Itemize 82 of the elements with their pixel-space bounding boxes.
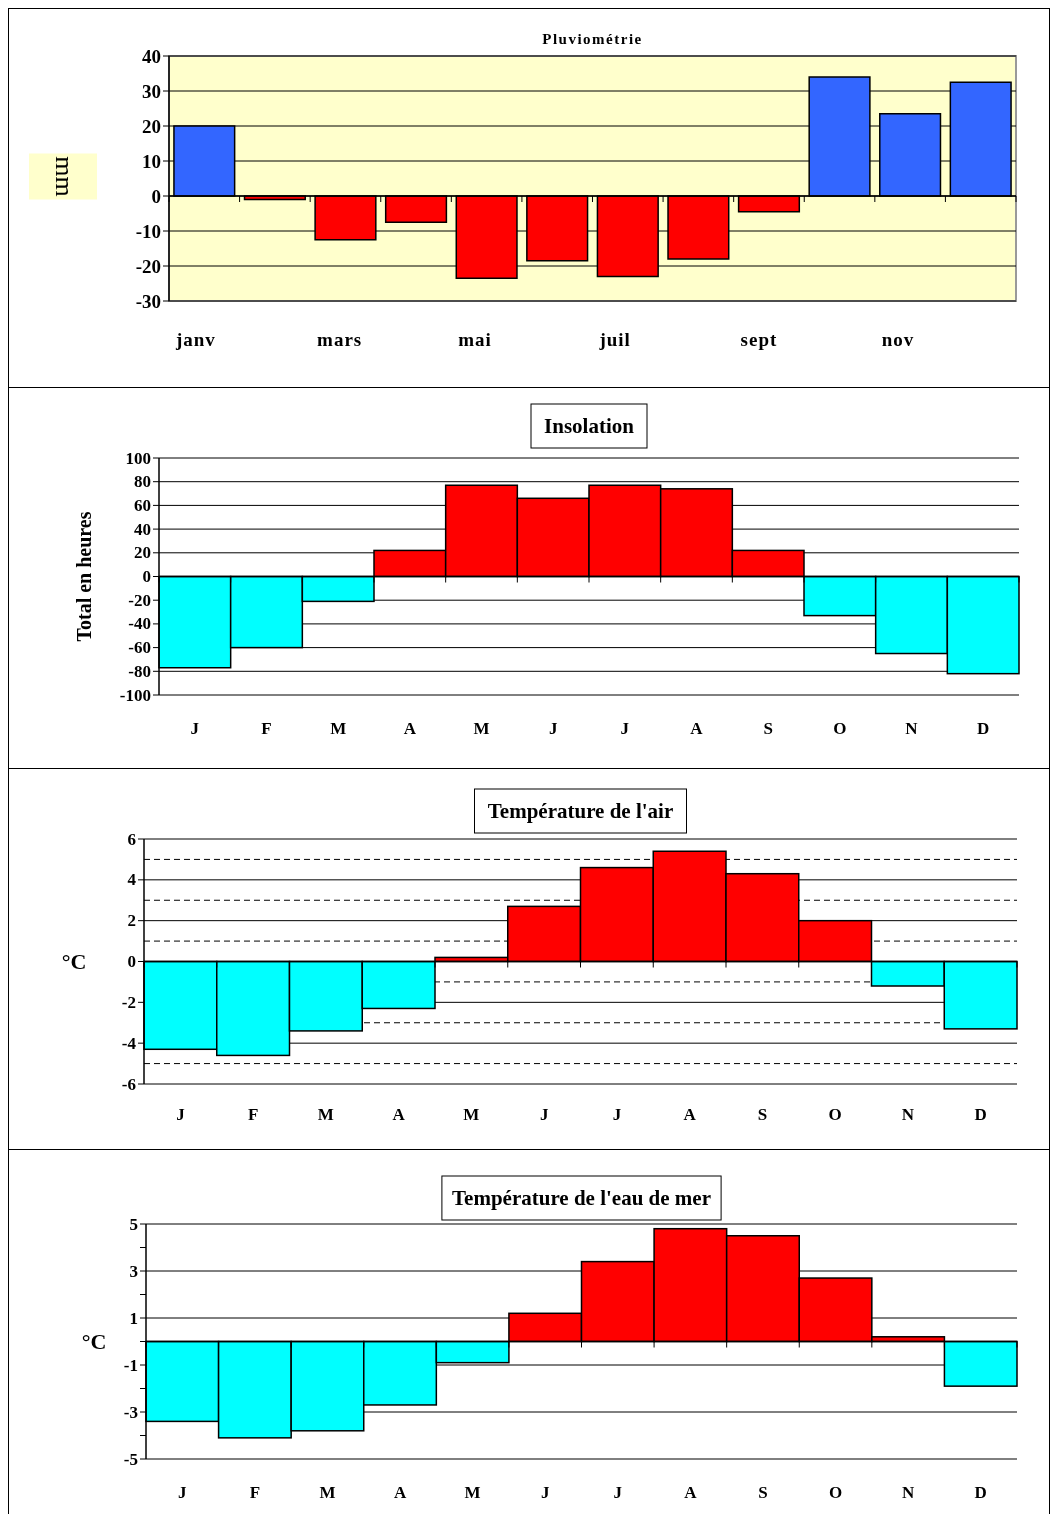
y-axis-title: °C [81, 1329, 107, 1354]
x-tick-label: A [683, 1104, 697, 1124]
x-tick-label: M [330, 718, 347, 738]
y-tick-label: 30 [142, 80, 161, 102]
y-tick-label: -30 [135, 290, 161, 312]
x-tick-label: A [393, 1482, 407, 1502]
y-tick-label: 6 [127, 829, 136, 849]
y-tick-label: 20 [134, 543, 151, 563]
x-tick-label: M [317, 1104, 334, 1124]
x-tick-label: F [261, 718, 272, 738]
x-tick-label: J [612, 1104, 622, 1124]
x-tick-label: J [176, 1104, 186, 1124]
x-tick-label: D [974, 1482, 987, 1502]
chart-title: Température de l'eau de mer [452, 1186, 711, 1210]
y-tick-label: -20 [128, 590, 151, 610]
x-tick-label: mars [317, 328, 363, 350]
y-tick-label: 80 [134, 472, 151, 492]
x-tick-label: M [464, 1482, 481, 1502]
y-tick-label: 40 [142, 45, 161, 67]
y-tick-label: -80 [128, 661, 151, 681]
y-tick-label: 0 [151, 185, 161, 207]
x-tick-label: A [392, 1104, 406, 1124]
x-tick-label: O [833, 718, 847, 738]
x-tick-label: J [540, 1482, 550, 1502]
chart-title: Pluviométrie [542, 31, 643, 47]
x-tick-label: mai [458, 328, 492, 350]
x-tick-label: J [613, 1482, 623, 1502]
x-tick-label: F [247, 1104, 259, 1124]
y-tick-label: -1 [123, 1355, 138, 1375]
x-tick-label: N [901, 1482, 915, 1502]
y-tick-label: 60 [134, 495, 151, 515]
x-tick-label: juil [598, 328, 631, 350]
y-tick-label: 4 [127, 870, 137, 890]
x-tick-label: O [828, 1104, 842, 1124]
y-tick-label: -6 [121, 1074, 136, 1094]
chart-title: Insolation [544, 414, 635, 438]
x-tick-label: J [548, 718, 558, 738]
chart-title: Température de l'air [487, 799, 674, 823]
x-tick-label: J [178, 1482, 188, 1502]
x-tick-label: J [539, 1104, 549, 1124]
x-tick-label: M [473, 718, 490, 738]
x-tick-label: N [901, 1104, 915, 1124]
x-tick-label: A [690, 718, 704, 738]
y-tick-label: 20 [142, 115, 161, 137]
x-tick-label: D [974, 1104, 987, 1124]
y-axis-title: °C [61, 949, 87, 974]
y-axis-title: mm [49, 156, 79, 197]
x-tick-label: O [828, 1482, 843, 1502]
y-tick-label: -10 [135, 220, 161, 242]
y-tick-label: 10 [142, 150, 161, 172]
x-tick-label: F [249, 1482, 261, 1502]
y-tick-label: 0 [127, 952, 136, 971]
x-tick-label: sept [740, 328, 778, 350]
y-axis-title: Total en heures [73, 511, 95, 642]
x-tick-label: nov [881, 328, 915, 350]
x-tick-label: A [684, 1482, 698, 1502]
x-tick-label: S [763, 718, 773, 738]
y-tick-label: 1 [129, 1308, 138, 1328]
y-tick-label: 2 [127, 911, 136, 931]
x-tick-label: J [620, 718, 630, 738]
y-tick-label: -100 [119, 685, 151, 705]
y-tick-label: -4 [121, 1033, 137, 1053]
x-tick-label: D [977, 718, 990, 738]
x-tick-label: J [190, 718, 200, 738]
y-tick-label: -3 [123, 1402, 138, 1422]
y-tick-label: -2 [121, 992, 136, 1012]
y-tick-label: 0 [142, 567, 151, 586]
x-tick-label: M [463, 1104, 480, 1124]
x-tick-label: A [403, 718, 417, 738]
x-tick-label: N [905, 718, 919, 738]
x-tick-label: S [757, 1104, 768, 1124]
y-tick-label: -20 [135, 255, 161, 277]
x-tick-label: S [758, 1482, 768, 1502]
y-tick-label: -60 [128, 638, 151, 658]
y-tick-label: 100 [125, 448, 151, 468]
y-tick-label: 3 [129, 1261, 138, 1281]
x-tick-label: janv [174, 328, 216, 350]
y-tick-label: -40 [128, 614, 151, 634]
y-tick-label: -5 [123, 1449, 138, 1469]
y-tick-label: 40 [134, 519, 151, 539]
x-tick-label: M [319, 1482, 336, 1502]
y-tick-label: 5 [129, 1214, 138, 1234]
